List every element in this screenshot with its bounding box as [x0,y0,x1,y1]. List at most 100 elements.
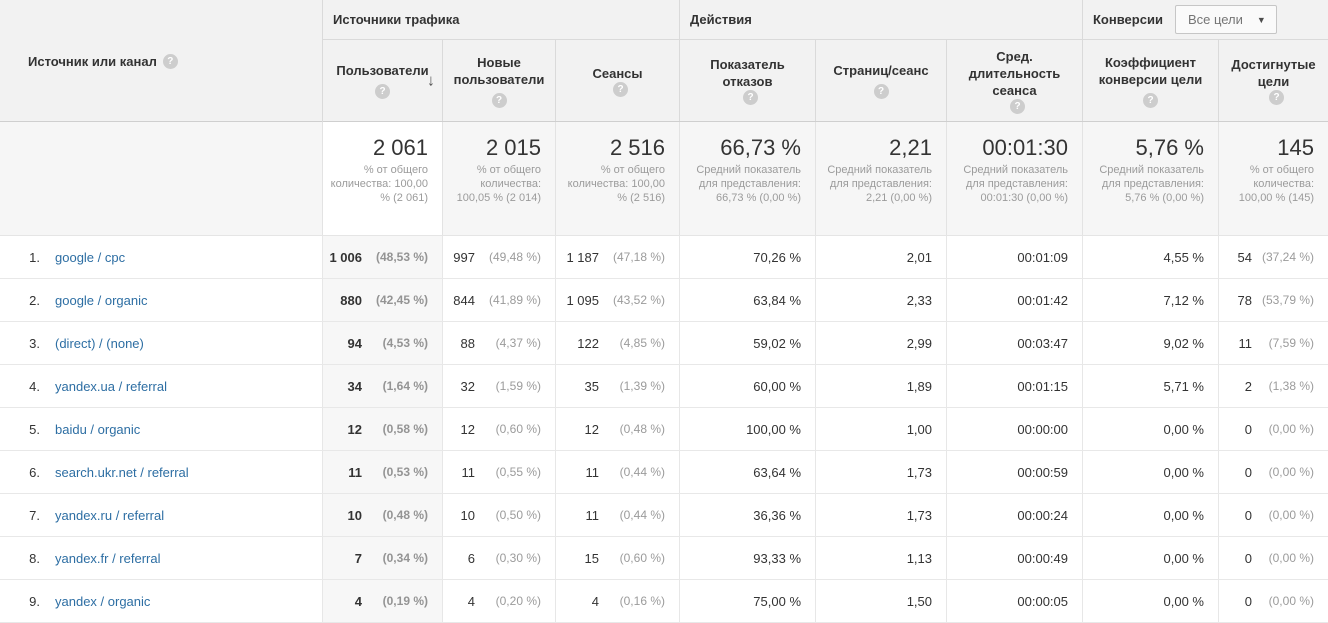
source-cell: 6. search.ukr.net / referral [0,451,323,493]
pages-per-session-cell: 1,73 [816,451,947,493]
sessions-cell: 11 (0,44 %) [556,451,680,493]
column-header-new-users[interactable]: Новые пользователи? [443,40,556,121]
goal-conversion-rate-cell: 0,00 % [1083,494,1219,536]
users-cell: 880 (42,45 %) [323,279,443,321]
source-cell: 1. google / cpc [0,236,323,278]
column-header-source[interactable]: Источник или канал ? [0,0,323,122]
pages-per-session-cell: 1,89 [816,365,947,407]
help-icon[interactable]: ? [375,84,390,99]
new-users-cell: 32 (1,59 %) [443,365,556,407]
bounce-rate-cell: 60,00 % [680,365,816,407]
new-users-cell: 844 (41,89 %) [443,279,556,321]
new-users-cell: 88 (4,37 %) [443,322,556,364]
header-right: Источники трафика Действия Конверсии Все… [323,0,1328,121]
avg-session-duration-cell: 00:00:49 [947,537,1083,579]
source-link[interactable]: yandex / organic [55,593,151,609]
sessions-cell: 12 (0,48 %) [556,408,680,450]
table-row: 2. google / organic 880 (42,45 %) 844 (4… [0,279,1328,322]
help-icon[interactable]: ? [743,90,758,105]
column-header-goal-conversion-rate[interactable]: Коэффициент конверсии цели? [1083,40,1219,121]
column-header-avg-session-duration[interactable]: Сред. длительность сеанса? [947,40,1083,121]
new-users-cell: 12 (0,60 %) [443,408,556,450]
sessions-cell: 1 095 (43,52 %) [556,279,680,321]
table-row: 9. yandex / organic 4 (0,19 %) 4 (0,20 %… [0,580,1328,623]
conversions-label: Конверсии [1093,12,1163,27]
goal-conversion-rate-cell: 7,12 % [1083,279,1219,321]
column-header-sessions[interactable]: Сеансы? [556,40,680,121]
source-cell: 8. yandex.fr / referral [0,537,323,579]
source-link[interactable]: google / cpc [55,249,126,265]
pages-per-session-cell: 2,99 [816,322,947,364]
goal-conversion-rate-cell: 0,00 % [1083,537,1219,579]
help-icon[interactable]: ? [1143,92,1158,108]
goal-conversion-rate-cell: 4,55 % [1083,236,1219,278]
source-link[interactable]: yandex.ua / referral [55,378,168,394]
sessions-cell: 1 187 (47,18 %) [556,236,680,278]
table-body: 1. google / cpc 1 006 (48,53 %) 997 (49,… [0,236,1328,623]
source-link[interactable]: (direct) / (none) [55,335,144,351]
users-cell: 1 006 (48,53 %) [323,236,443,278]
column-header-pages-per-session[interactable]: Страниц/сеанс? [816,40,947,121]
new-users-cell: 11 (0,55 %) [443,451,556,493]
avg-session-duration-cell: 00:01:09 [947,236,1083,278]
goal-completions-cell: 0 (0,00 %) [1244,550,1314,566]
source-link[interactable]: yandex.fr / referral [55,550,161,566]
users-cell: 12 (0,58 %) [323,408,443,450]
group-actions: Действия [680,0,1083,39]
totals-bounce-rate: 66,73 % Средний показатель для представл… [680,122,816,235]
source-link[interactable]: search.ukr.net / referral [55,464,189,480]
users-cell: 34 (1,64 %) [323,365,443,407]
bounce-rate-cell: 93,33 % [680,537,816,579]
totals-source-cell [0,122,323,235]
goals-dropdown[interactable]: Все цели ▼ [1174,5,1277,34]
source-cell: 4. yandex.ua / referral [0,365,323,407]
group-conversions: Конверсии Все цели ▼ [1083,0,1328,39]
totals-goal-completions: 145 % от общего количества: 100,00 % (14… [1238,135,1314,204]
column-header-row: Пользователи? ↓ Новые пользователи? Сеан… [323,40,1328,121]
sessions-cell: 35 (1,39 %) [556,365,680,407]
row-number: 1. [29,249,40,265]
row-number: 2. [29,292,40,308]
pages-per-session-cell: 1,50 [816,580,947,622]
table-row: 1. google / cpc 1 006 (48,53 %) 997 (49,… [0,236,1328,279]
new-users-cell: 10 (0,50 %) [443,494,556,536]
help-icon[interactable]: ? [1269,90,1284,105]
avg-session-duration-cell: 00:00:00 [947,408,1083,450]
bounce-rate-cell: 63,64 % [680,451,816,493]
source-cell: 9. yandex / organic [0,580,323,622]
table-row: 3. (direct) / (none) 94 (4,53 %) 88 (4,3… [0,322,1328,365]
goal-completions-cell: 2 (1,38 %) [1244,378,1314,394]
help-icon[interactable]: ? [1010,98,1025,114]
help-icon[interactable]: ? [873,84,889,99]
goal-completions-cell: 0 (0,00 %) [1244,507,1314,523]
help-icon[interactable]: ? [491,92,507,108]
bounce-rate-cell: 36,36 % [680,494,816,536]
column-header-users[interactable]: Пользователи? ↓ [323,40,443,121]
pages-per-session-cell: 1,73 [816,494,947,536]
new-users-cell: 997 (49,48 %) [443,236,556,278]
bounce-rate-cell: 63,84 % [680,279,816,321]
goal-completions-cell: 0 (0,00 %) [1244,593,1314,609]
table-row: 8. yandex.fr / referral 7 (0,34 %) 6 (0,… [0,537,1328,580]
table-row: 5. baidu / organic 12 (0,58 %) 12 (0,60 … [0,408,1328,451]
source-cell: 7. yandex.ru / referral [0,494,323,536]
help-icon[interactable]: ? [613,81,628,97]
goal-completions-cell: 11 (7,59 %) [1238,335,1315,351]
source-link[interactable]: google / organic [55,292,148,308]
row-number: 3. [29,335,40,351]
source-link[interactable]: baidu / organic [55,421,141,437]
goal-completions-cell: 78 (53,79 %) [1237,292,1314,308]
table-row: 6. search.ukr.net / referral 11 (0,53 %)… [0,451,1328,494]
goal-conversion-rate-cell: 5,71 % [1083,365,1219,407]
avg-session-duration-cell: 00:00:59 [947,451,1083,493]
table-row: 4. yandex.ua / referral 34 (1,64 %) 32 (… [0,365,1328,408]
column-header-goal-completions[interactable]: Достигнутые цели? [1231,57,1316,105]
source-link[interactable]: yandex.ru / referral [55,507,165,523]
avg-session-duration-cell: 00:01:42 [947,279,1083,321]
users-cell: 4 (0,19 %) [323,580,443,622]
help-icon[interactable]: ? [162,53,178,69]
avg-session-duration-cell: 00:00:05 [947,580,1083,622]
goals-dropdown-value: Все цели [1187,12,1243,27]
column-header-bounce-rate[interactable]: Показатель отказов? [680,40,816,121]
